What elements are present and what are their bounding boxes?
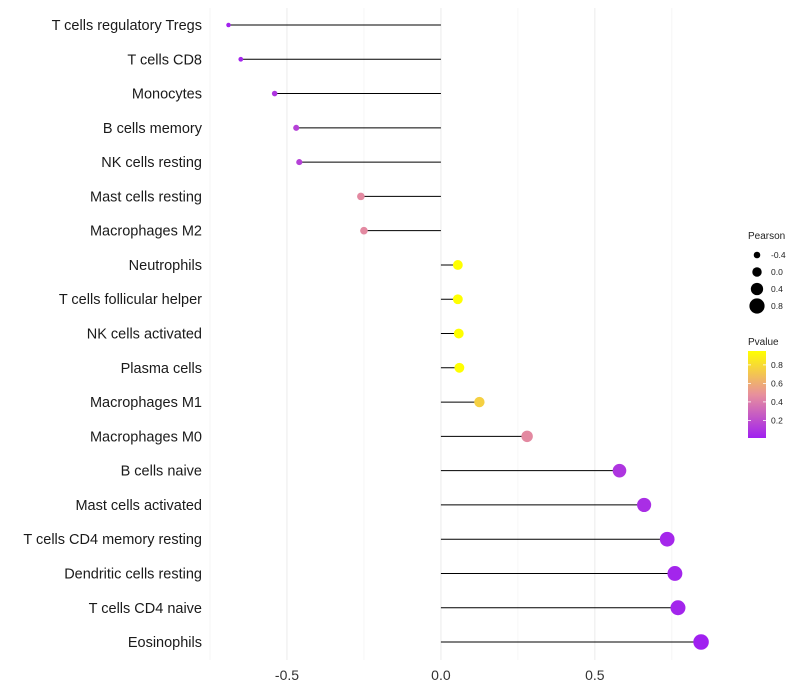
- size-legend-label: 0.0: [771, 267, 783, 277]
- lollipop-dot: [474, 396, 485, 408]
- size-legend-label: -0.4: [771, 250, 786, 260]
- lollipop-dot: [360, 226, 368, 235]
- size-legend: -0.4 0.0 0.4 0.8: [749, 250, 786, 314]
- size-legend-dot: [752, 267, 762, 277]
- size-legend-label: 0.8: [771, 301, 783, 311]
- lollipop-dot: [521, 430, 533, 443]
- x-axis-labels: -0.5 0.0 0.5: [275, 667, 605, 683]
- colorbar-label: 0.6: [771, 378, 783, 388]
- category-label: T cells CD4 naive: [89, 601, 202, 617]
- category-label: Monocytes: [132, 87, 202, 103]
- lollipop-dot: [612, 463, 627, 478]
- size-legend-dot: [750, 282, 764, 296]
- lollipop-dots: [226, 22, 709, 650]
- lollipop-dot: [357, 192, 365, 201]
- colorbar-label: 0.4: [771, 397, 783, 407]
- category-label: T cells CD8: [127, 52, 202, 68]
- lollipop-dot: [454, 362, 465, 373]
- category-label: NK cells resting: [101, 155, 202, 171]
- x-tick-label: 0.0: [431, 667, 451, 683]
- size-legend-label: 0.4: [771, 284, 783, 294]
- legend: Pearson -0.40.00.40.8 Pvalue 0.80.60.40.…: [748, 231, 786, 438]
- size-legend-dot: [749, 298, 765, 314]
- lollipop-dot: [293, 124, 300, 131]
- category-label: B cells naive: [121, 464, 202, 480]
- pvalue-colorbar: [748, 351, 766, 438]
- category-label: Mast cells activated: [75, 498, 202, 514]
- category-label: Macrophages M1: [90, 395, 202, 411]
- category-label: NK cells activated: [87, 327, 202, 343]
- category-label: T cells CD4 memory resting: [23, 532, 202, 548]
- category-label: Macrophages M0: [90, 429, 202, 445]
- grid-lines: [209, 8, 673, 660]
- x-tick-label: -0.5: [275, 667, 299, 683]
- category-label: Plasma cells: [121, 361, 202, 377]
- lollipop-dot: [271, 90, 278, 97]
- lollipop-stems: [228, 24, 702, 643]
- lollipop-dot: [667, 566, 683, 581]
- category-label: Dendritic cells resting: [64, 566, 202, 582]
- lollipop-dot: [637, 497, 652, 513]
- category-label: Neutrophils: [129, 258, 202, 274]
- category-label: B cells memory: [103, 121, 203, 137]
- colorbar-label: 0.2: [771, 415, 783, 425]
- lollipop-dot: [659, 531, 675, 547]
- lollipop-dot: [226, 22, 231, 28]
- color-legend-title: Pvalue: [748, 337, 779, 348]
- category-label: Mast cells resting: [90, 189, 202, 205]
- lollipop-dot: [693, 634, 709, 650]
- size-legend-dot: [753, 251, 761, 259]
- lollipop-dot: [452, 260, 463, 270]
- size-legend-title: Pearson: [748, 231, 785, 242]
- x-tick-label: 0.5: [585, 667, 605, 683]
- lollipop-dot: [453, 328, 464, 339]
- category-label: T cells regulatory Tregs: [52, 18, 202, 34]
- lollipop-dot: [670, 600, 686, 616]
- color-legend-ticks: 0.8 0.6 0.4 0.2: [748, 360, 783, 425]
- y-axis-labels: T cells regulatory Tregs T cells CD8 Monoc…: [23, 18, 202, 651]
- category-label: T cells follicular helper: [59, 292, 202, 308]
- lollipop-dot: [452, 294, 463, 305]
- lollipop-dot: [296, 159, 303, 166]
- lollipop-dot: [238, 56, 244, 62]
- category-label: Macrophages M2: [90, 224, 202, 240]
- category-label: Eosinophils: [128, 635, 202, 651]
- colorbar-label: 0.8: [771, 360, 783, 370]
